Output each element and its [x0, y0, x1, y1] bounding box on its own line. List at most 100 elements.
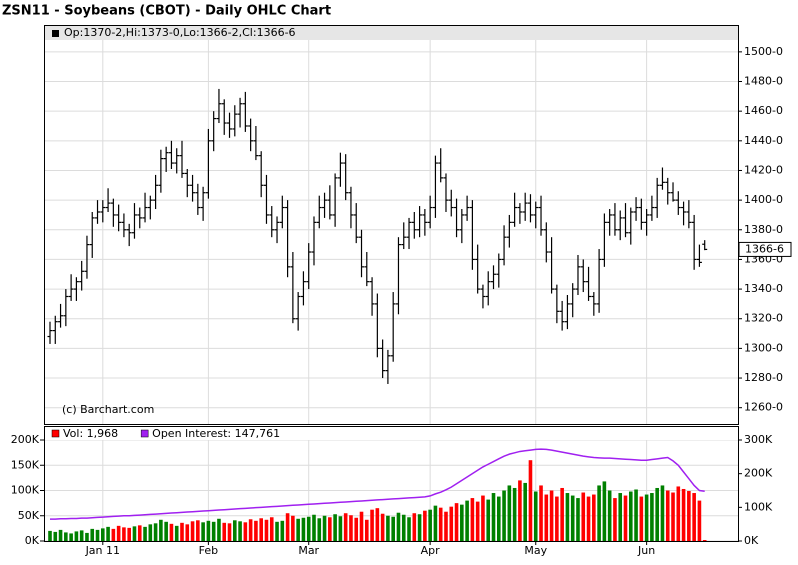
volume-bar	[481, 495, 485, 541]
volume-bar	[486, 499, 491, 541]
volume-bar	[560, 487, 564, 541]
volume-bar	[496, 496, 501, 541]
volume-bar	[502, 490, 506, 541]
volume-bar	[586, 496, 591, 541]
volume-bar	[687, 491, 691, 541]
legend-background	[45, 427, 738, 440]
legend-swatch	[51, 429, 60, 438]
volume-bar	[671, 492, 675, 541]
y-tick-label: 200K	[11, 433, 40, 446]
y-tick-label: 1340-0	[744, 282, 783, 295]
price-panel-border	[44, 25, 739, 425]
volume-bar	[518, 480, 522, 541]
volume-bar	[380, 513, 385, 541]
volume-bar	[333, 514, 337, 541]
volume-bar	[391, 516, 395, 541]
volume-bar	[280, 520, 285, 541]
open-interest-line	[50, 448, 705, 520]
volume-bar	[338, 516, 343, 541]
volume-bar	[185, 524, 190, 541]
volume-bar	[597, 485, 601, 541]
volume-bar	[116, 525, 121, 541]
volume-bar	[306, 516, 311, 541]
y-tick-label: 1400-0	[744, 193, 783, 206]
volume-bar	[528, 460, 533, 541]
volume-bar	[264, 519, 269, 541]
volume-bar	[644, 494, 649, 541]
volume-bar	[454, 503, 459, 541]
chart-title: ZSN11 - Soybeans (CBOT) - Daily OHLC Cha…	[2, 4, 331, 19]
y-tick-label: 1280-0	[744, 371, 783, 384]
y2-tick-label: 0K	[744, 534, 759, 547]
volume-bar	[291, 515, 295, 541]
volume-bar	[190, 521, 195, 541]
volume-bar	[296, 518, 300, 541]
volume-bar	[412, 513, 417, 541]
ohlc-header: Op:1370-2,Hi:1373-0,Lo:1366-2,Cl:1366-6	[64, 26, 296, 39]
volume-bar	[111, 528, 116, 541]
volume-bar	[555, 496, 559, 541]
volume-bar	[90, 528, 95, 541]
volume-bar	[364, 519, 369, 541]
volume-bar	[58, 529, 63, 541]
volume-bar	[259, 518, 263, 541]
volume-bar	[95, 529, 100, 541]
copyright: (c) Barchart.com	[62, 403, 154, 416]
y-tick-label: 1480-0	[744, 75, 783, 88]
volume-bar	[248, 519, 253, 541]
y-tick-label: 1420-0	[744, 163, 783, 176]
volume-bar	[349, 515, 353, 541]
volume-bar	[449, 506, 454, 541]
volume-bar	[328, 517, 332, 541]
volume-bar	[217, 518, 221, 541]
volume-bar	[665, 490, 670, 541]
volume-bar	[375, 508, 380, 541]
volume-bar	[602, 481, 607, 541]
volume-bar	[417, 514, 422, 541]
volume-bar	[222, 522, 227, 541]
y2-tick-label: 200K	[744, 467, 773, 480]
legend-label: Vol: 1,968	[63, 427, 118, 440]
volume-bar	[576, 498, 580, 541]
volume-bar	[396, 512, 401, 541]
last-price-label: 1366-6	[745, 242, 784, 255]
volume-bar	[127, 527, 131, 541]
volume-bar	[581, 492, 586, 541]
volume-bar	[618, 493, 623, 541]
volume-bar	[512, 487, 517, 541]
volume-bar	[428, 509, 432, 541]
volume-bar	[401, 514, 406, 541]
volume-bar	[180, 522, 184, 541]
volume-bar	[79, 530, 84, 541]
volume-bar	[423, 510, 427, 541]
y-tick-label: 1320-0	[744, 312, 783, 325]
volume-bar	[544, 494, 549, 541]
volume-bar	[106, 526, 110, 541]
y-tick-label: 1260-0	[744, 401, 783, 414]
y2-tick-label: 100K	[744, 500, 773, 513]
volume-bar	[444, 511, 448, 541]
volume-bar	[148, 524, 153, 541]
y-tick-label: 0K	[25, 534, 40, 547]
volume-bar	[243, 522, 248, 541]
volume-bar	[655, 487, 659, 541]
volume-bar	[475, 501, 480, 541]
volume-bar	[507, 485, 512, 541]
volume-bar	[312, 514, 316, 541]
y-tick-label: 1300-0	[744, 341, 783, 354]
volume-bar	[465, 500, 469, 541]
ohlc-header-bar	[45, 26, 738, 40]
header-icon	[52, 30, 59, 37]
volume-bar	[169, 523, 174, 541]
y-tick-label: 1440-0	[744, 134, 783, 147]
volume-bar	[491, 493, 496, 541]
volume-bar	[386, 515, 390, 541]
volume-bar	[174, 525, 179, 541]
volume-bar	[143, 526, 147, 541]
volume-bar	[206, 520, 211, 541]
volume-bar	[196, 520, 200, 541]
volume-bar	[681, 488, 686, 541]
volume-bar	[48, 530, 52, 541]
y-tick-label: 100K	[11, 484, 40, 497]
volume-bar	[549, 490, 554, 541]
